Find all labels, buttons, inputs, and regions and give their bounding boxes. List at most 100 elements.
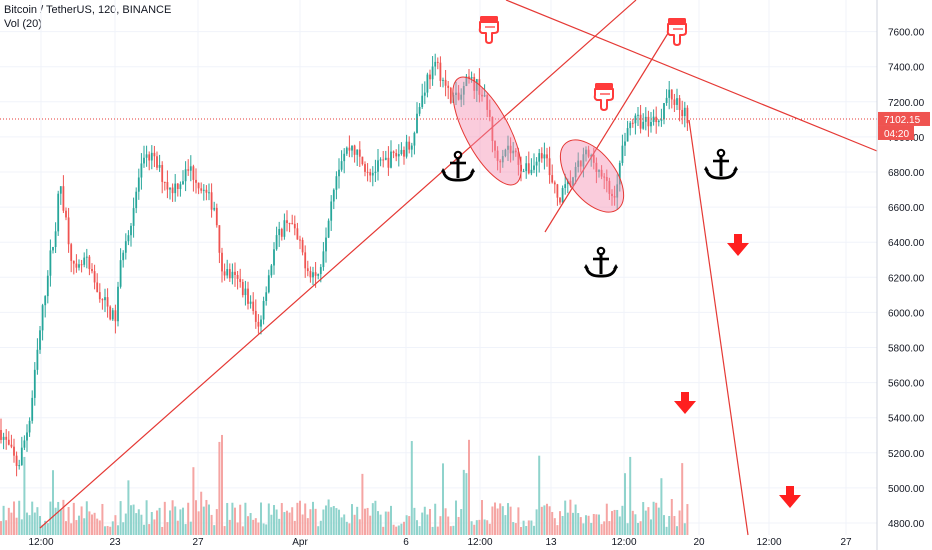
candle-body [221, 252, 223, 272]
candle-body [26, 432, 28, 441]
candle-body [130, 225, 132, 236]
candle-body [314, 272, 317, 276]
volume-bar [488, 523, 491, 535]
candle-body [348, 147, 351, 151]
time-tick-label: 23 [109, 537, 121, 548]
volume-bar [574, 504, 577, 535]
volume-bar [267, 503, 270, 535]
candle-body [483, 95, 486, 97]
candle-body [577, 160, 580, 167]
candle-body [156, 156, 158, 168]
price-tick-label: 7400.00 [888, 63, 925, 74]
volume-bar [569, 499, 572, 535]
candle-body [91, 269, 93, 272]
volume-bar [455, 500, 457, 535]
volume-bar [36, 507, 39, 535]
volume-bar [257, 522, 260, 535]
candle-body [491, 116, 494, 142]
candle-body [512, 150, 515, 154]
candle-body [226, 269, 229, 276]
candle-body [673, 99, 676, 105]
volume-bar [317, 526, 320, 535]
volume-bar [106, 525, 109, 535]
candle-body [533, 165, 535, 170]
volume-bar [231, 502, 234, 535]
candle-body [288, 223, 291, 225]
candle-body [634, 115, 637, 124]
highlight-ellipse [452, 76, 522, 186]
volume-bar [195, 500, 197, 535]
volume-bar [46, 523, 49, 535]
candle-body [642, 121, 645, 129]
volume-bar [374, 500, 377, 535]
volume-bar [683, 523, 686, 535]
volume-bar [33, 512, 36, 535]
candle-body [78, 264, 80, 268]
volume-bar [208, 504, 210, 535]
candle-body [340, 161, 343, 170]
candle-body [54, 231, 57, 248]
volume-bar [345, 521, 348, 535]
candle-body [132, 208, 135, 226]
volume-bar [624, 473, 626, 535]
candle-body [655, 116, 658, 123]
candle-body [70, 244, 73, 261]
volume-bar [286, 510, 288, 535]
volume-bar [166, 522, 169, 535]
volume-bar [262, 523, 265, 535]
volume-bar [2, 505, 5, 535]
volume-bar [184, 524, 187, 535]
volume-bar [410, 441, 413, 535]
price-axis[interactable]: 4800.00 5000.00 5200.00 5400.00 5600.00 5800.… [876, 0, 930, 550]
volume-bar [176, 520, 179, 535]
volume-bar [161, 526, 164, 535]
volume-bar [153, 519, 156, 535]
volume-bar [260, 502, 262, 535]
candle-body [28, 420, 31, 433]
candle-body [514, 150, 517, 153]
volume-bar [0, 521, 2, 535]
volume-bar [533, 525, 535, 535]
volume-bar [78, 515, 80, 535]
volume-bar [626, 523, 629, 535]
volume-bar [551, 511, 554, 535]
candle-body [57, 193, 60, 232]
candle-body [299, 239, 301, 241]
volume-bar [395, 526, 398, 535]
volume-bar [273, 505, 275, 535]
candle-body [80, 264, 83, 266]
volume-bar [621, 505, 624, 535]
candle-body [205, 189, 208, 193]
drawings-layer[interactable] [0, 0, 878, 536]
candle-body [208, 192, 210, 194]
volume-bar [270, 514, 273, 535]
candle-body [663, 103, 665, 120]
price-tick-label: 6400.00 [888, 238, 925, 249]
volume-bar [611, 511, 613, 535]
candle-body [569, 180, 572, 186]
last-price-badge [878, 111, 930, 126]
volume-bar [330, 507, 333, 535]
volume-bar [332, 506, 335, 535]
volume-bar [371, 503, 374, 535]
volume-bar [283, 512, 286, 535]
volume-bar [215, 509, 218, 535]
candle-body [527, 163, 530, 174]
candle-body [436, 61, 439, 63]
volume-bar [561, 515, 564, 535]
candle-body [665, 97, 668, 104]
time-axis[interactable]: 12:00 23 27 Apr 6 12:00 13 12:00 20 12:00 27 [28, 537, 852, 548]
volume-bar [213, 525, 216, 535]
candle-body [358, 149, 361, 157]
candle-body [470, 76, 473, 79]
candle-body [455, 92, 457, 95]
candle-body [371, 172, 374, 176]
volume-bar [429, 509, 431, 535]
volume-bar [384, 511, 387, 535]
candle-body [423, 92, 426, 96]
candle-body [234, 271, 236, 275]
candle-body [501, 156, 504, 163]
candle-body [309, 271, 312, 278]
volume-bar [436, 526, 439, 535]
